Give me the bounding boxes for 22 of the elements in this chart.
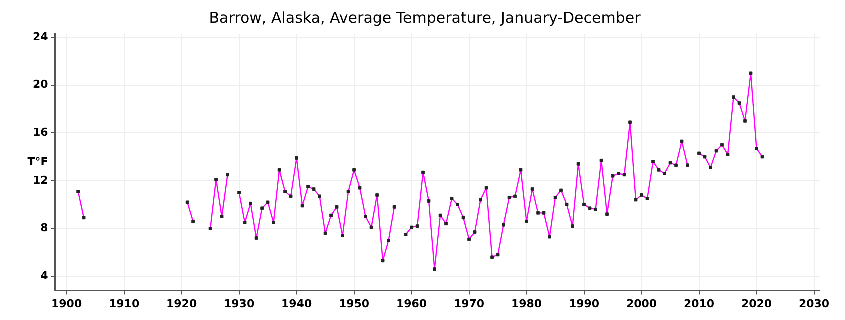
x-tick-label: 2020 xyxy=(741,297,772,310)
y-axis-title: T°F xyxy=(28,155,48,168)
x-tick-label: 1950 xyxy=(338,297,370,310)
x-tick-label: 1990 xyxy=(568,297,600,310)
x-tick-label: 1980 xyxy=(511,297,542,310)
y-tick-label: 4 xyxy=(40,269,49,282)
y-tick-label: 20 xyxy=(32,78,49,92)
x-tick-label: 2010 xyxy=(684,297,715,310)
x-tick-label: 1920 xyxy=(166,297,198,310)
y-tick-label: 24 xyxy=(32,30,49,44)
x-tick-label: 1910 xyxy=(108,297,140,310)
x-tick-label: 2030 xyxy=(798,297,830,310)
x-tick-label: 1940 xyxy=(281,297,312,310)
chart-title: Barrow, Alaska, Average Temperature, January-December xyxy=(209,8,642,27)
x-tick-label: 2000 xyxy=(626,297,658,310)
y-tick-label: 16 xyxy=(32,126,49,139)
y-tick-label: 8 xyxy=(40,222,48,235)
x-tick-label: 1930 xyxy=(224,297,255,310)
x-tick-label: 1900 xyxy=(51,297,82,310)
y-tick-label: 12 xyxy=(32,174,48,187)
x-tick-label: 1970 xyxy=(454,297,485,310)
x-tick-label: 1960 xyxy=(396,297,428,310)
